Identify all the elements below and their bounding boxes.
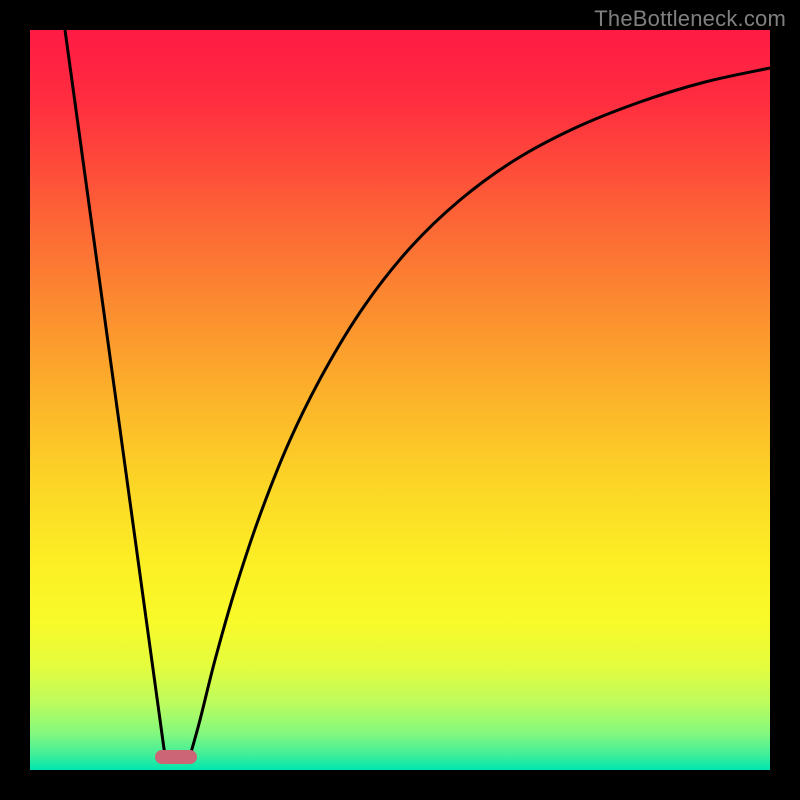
bottleneck-chart: TheBottleneck.com xyxy=(0,0,800,800)
chart-canvas xyxy=(0,0,800,800)
minimum-marker xyxy=(155,750,197,764)
plot-area xyxy=(30,30,770,770)
attribution-text: TheBottleneck.com xyxy=(594,6,786,32)
